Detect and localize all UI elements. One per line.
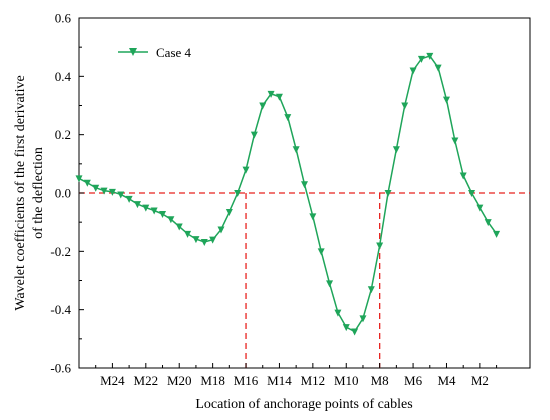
- y-tick-label: -0.4: [50, 302, 71, 317]
- legend-marker: [129, 48, 137, 56]
- data-point: [225, 208, 233, 216]
- y-axis-label-line-2: of the deflection: [31, 147, 46, 239]
- x-tick-label: M14: [267, 373, 292, 388]
- data-point: [133, 201, 141, 209]
- data-point: [392, 146, 400, 154]
- x-tick-label: M18: [200, 373, 225, 388]
- data-point: [142, 204, 150, 212]
- data-point: [434, 64, 442, 72]
- data-point: [451, 137, 459, 145]
- data-point: [200, 239, 208, 246]
- x-tick-label: M16: [234, 373, 259, 388]
- x-tick-label: M6: [404, 373, 423, 388]
- data-point: [125, 195, 133, 203]
- legend-label: Case 4: [156, 45, 192, 60]
- y-axis-label: Wavelet coefficients of the first deriva…: [13, 75, 46, 310]
- data-point: [376, 242, 384, 250]
- x-tick-label: M2: [471, 373, 489, 388]
- y-tick-label: -0.6: [50, 361, 71, 376]
- x-axis: M24 M22 M20 M18 M16 M14 M12 M10 M8 M6 M4 M2: [95, 363, 498, 388]
- data-point: [217, 226, 225, 234]
- data-point: [92, 184, 100, 192]
- data-point: [108, 188, 116, 196]
- data-point: [167, 216, 175, 224]
- y-tick-label: 0.2: [55, 127, 71, 142]
- series-line-0: [78, 55, 498, 333]
- data-point: [259, 102, 267, 110]
- data-point: [275, 93, 283, 101]
- y-axis-label-line-1: Wavelet coefficients of the first deriva…: [13, 75, 28, 310]
- data-point: [192, 236, 200, 244]
- data-point: [250, 131, 258, 139]
- data-point: [409, 67, 417, 75]
- x-tick-label: M10: [334, 373, 359, 388]
- x-axis-label: Location of anchorage points of cables: [195, 397, 412, 412]
- x-tick-label: M22: [134, 373, 159, 388]
- legend: Case 4: [118, 45, 192, 60]
- data-point: [351, 328, 359, 336]
- data-point: [493, 230, 501, 238]
- data-point: [242, 166, 250, 174]
- data-point: [301, 181, 308, 189]
- x-tick-label: M12: [301, 373, 326, 388]
- x-tick-label: M20: [167, 373, 192, 388]
- data-point: [150, 207, 158, 215]
- data-point: [384, 190, 392, 197]
- data-point: [342, 324, 350, 332]
- data-point: [367, 286, 375, 294]
- data-point: [468, 190, 476, 197]
- y-axis: -0.6 -0.4 -0.2 0.0 0.2 0.4 0.6: [50, 11, 84, 376]
- data-point: [284, 114, 292, 122]
- data-point: [359, 315, 367, 323]
- data-point: [267, 90, 275, 98]
- data-point: [75, 175, 83, 183]
- series-layer: [75, 52, 501, 336]
- data-point: [175, 223, 183, 231]
- data-point: [234, 190, 242, 197]
- data-point: [309, 213, 317, 221]
- data-point: [326, 280, 334, 288]
- x-tick-label: M4: [437, 373, 456, 388]
- data-point: [184, 230, 192, 238]
- y-tick-label: 0.6: [55, 11, 72, 26]
- data-point: [401, 102, 409, 110]
- x-tick-label: M24: [100, 373, 125, 388]
- y-tick-label: 0.4: [55, 69, 72, 84]
- data-point: [334, 309, 342, 317]
- data-point: [209, 236, 217, 244]
- data-point: [484, 219, 492, 227]
- data-point: [442, 96, 450, 104]
- y-tick-label: 0.0: [55, 186, 71, 201]
- data-point: [426, 52, 434, 60]
- y-tick-label: -0.2: [50, 244, 71, 259]
- data-point: [476, 204, 484, 212]
- data-point: [459, 172, 467, 180]
- data-point: [292, 146, 300, 154]
- data-point: [83, 179, 91, 187]
- x-tick-label: M8: [371, 373, 389, 388]
- data-point: [159, 211, 167, 218]
- data-point: [117, 191, 125, 199]
- data-point: [100, 187, 108, 195]
- reference-lines: [79, 192, 530, 368]
- data-point: [317, 248, 325, 256]
- data-point: [417, 55, 425, 63]
